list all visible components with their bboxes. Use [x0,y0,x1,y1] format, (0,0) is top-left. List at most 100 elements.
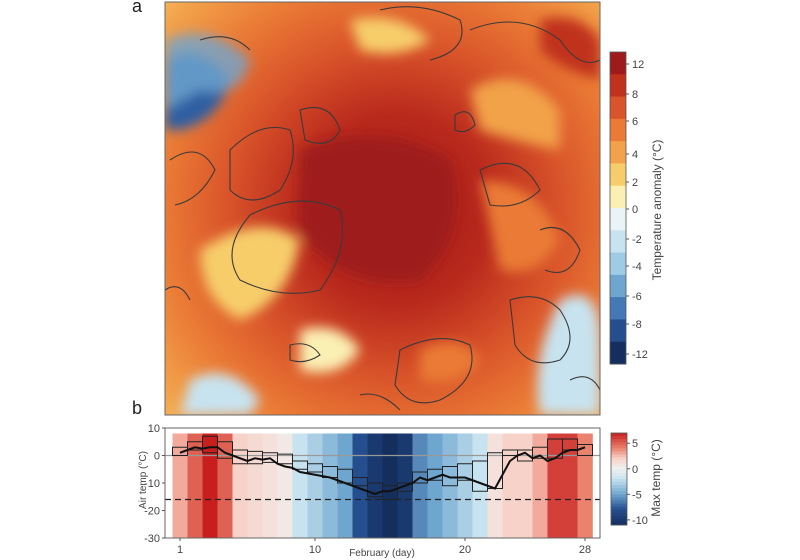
max-temp-colorbar-swatch [611,497,627,501]
day-band [322,433,338,538]
anomaly-colorbar-swatch [610,297,626,320]
day-band [202,433,218,538]
panel-b-letter: b [132,398,143,418]
anomaly-colorbar-swatch [610,341,626,365]
day-band [172,433,188,538]
day-range-box [382,485,398,500]
y-tick-label: 10 [148,423,160,435]
anomaly-colorbar-tick-label: 6 [632,116,638,128]
max-temp-colorbar-swatch [611,482,627,486]
day-band [517,433,533,538]
max-temp-colorbar-swatch [611,469,627,474]
day-band [292,433,308,538]
anomaly-map [165,2,600,415]
max-temp-colorbar-swatch [611,485,627,489]
max-temp-colorbar-swatch [611,448,627,452]
y-tick-label: -20 [144,506,160,518]
max-temp-colorbar-swatch [611,491,627,495]
max-temp-colorbar-swatch [611,521,627,526]
day-band [217,433,233,538]
air-temp-axis-label: Air temp (°C) [138,451,149,509]
anomaly-colorbar-tick-label: -12 [632,349,648,361]
max-temp-colorbar-swatch [611,463,627,468]
day-range-box [352,477,368,487]
anomaly-colorbar-tick-label: -2 [632,234,642,246]
map-frame [164,1,601,416]
anomaly-colorbar-swatch [610,118,626,142]
max-temp-colorbar-swatch [611,436,627,440]
y-tick-label: -30 [144,533,160,545]
anomaly-colorbar-tick-label: -4 [632,261,642,273]
anomaly-colorbar-swatch [610,230,626,254]
max-temp-colorbar-swatch [611,439,627,443]
max-temp-colorbar-tick-label: -10 [632,515,648,527]
max-temp-colorbar-swatch [611,488,627,492]
day-range-box [277,453,293,465]
anomaly-colorbar-tick-label: 0 [632,204,638,216]
x-tick-label: 10 [309,544,321,556]
x-tick-label: 20 [459,544,471,556]
max-temp-colorbar-swatch [611,509,627,514]
day-band [367,433,383,538]
day-band [472,433,488,538]
anomaly-colorbar-swatch [610,319,626,343]
max-temp-colorbar-tick-label: -5 [632,489,642,501]
anomaly-colorbar: 12 8 6 4 2 0 -2 -4 -6 -8 -12 [609,51,648,365]
max-temp-colorbar-swatch [611,500,627,504]
max-temp-colorbar-swatch [611,472,627,477]
y-tick-label: -10 [144,478,160,490]
max-temp-colorbar-swatch [611,457,627,461]
max-temp-colorbar-swatch [611,506,627,511]
anomaly-colorbar-tick-label: -8 [632,319,642,331]
anomaly-colorbar-label: Temperature anomaly (°C) [650,140,664,281]
max-temp-colorbar-frame [610,432,628,526]
day-band [307,433,323,538]
day-band [457,433,473,538]
air-temp-chart: 10 0 -10 -20 -30 1 10 20 28 [144,423,601,556]
max-temp-colorbar-swatch [611,503,627,507]
panel-a-letter: a [132,0,143,16]
day-band [262,433,278,538]
anomaly-colorbar-tick-label: 4 [632,149,638,161]
anomaly-colorbar-tick-label: 12 [632,59,644,71]
day-band [247,433,263,538]
max-temp-colorbar-swatch [611,479,627,483]
max-temp-colorbar-swatch [611,466,627,471]
day-band [577,433,593,538]
air-temp-line [179,446,586,496]
day-band [277,433,293,538]
anomaly-colorbar-swatch [610,185,626,209]
max-temp-colorbar-swatch [611,518,627,523]
max-temp-colorbar-swatch [611,475,627,480]
max-temp-colorbar-swatch [611,460,627,465]
anomaly-colorbar-swatch [610,52,626,75]
max-temp-colorbar-swatch [611,454,627,458]
anomaly-colorbar-swatch [610,252,626,276]
day-band [427,433,443,538]
coastlines [165,6,600,411]
y-tick-label: 0 [154,451,160,463]
day-range-box [172,446,188,456]
max-temp-colorbar-swatch [611,433,627,437]
max-temp-colorbar-tick-label: 0 [632,464,638,476]
anomaly-colorbar-swatch [610,141,626,164]
day-band [562,433,578,538]
day-band [487,433,503,538]
x-tick-label: 28 [579,544,591,556]
anomaly-colorbar-swatch [610,208,626,231]
day-band [547,433,563,538]
day-band [502,433,518,538]
max-temp-colorbar-swatch [611,442,627,446]
day-band [532,433,548,538]
day-band [187,433,203,538]
anomaly-colorbar-tick-label: 8 [632,89,638,101]
anomaly-colorbar-swatch [610,74,626,98]
max-temp-colorbar-swatch [611,445,627,449]
max-temp-colorbar-label: Max temp (°C) [649,439,663,516]
anomaly-colorbar-swatch [610,96,626,120]
day-range-box [397,482,413,492]
max-temp-colorbar-swatch [611,451,627,455]
february-axis-label: February (day) [349,548,415,559]
anomaly-colorbar-swatch [610,274,626,298]
